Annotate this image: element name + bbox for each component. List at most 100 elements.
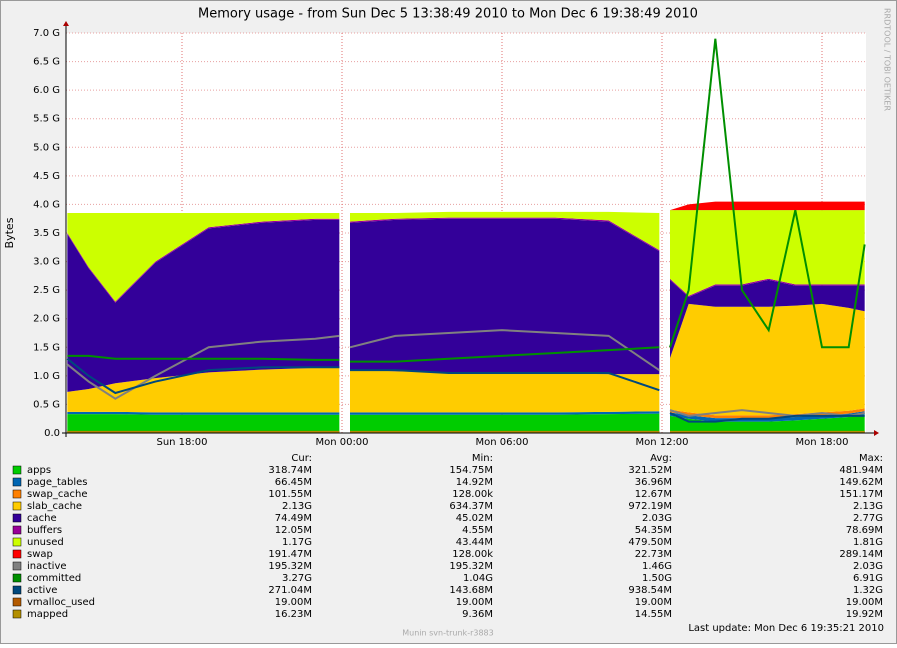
legend-value: 2.13G [853,501,883,512]
y-tick-label: 2.0 G [33,314,60,325]
legend-value: 154.75M [449,465,493,476]
legend-value: 481.94M [839,465,883,476]
y-tick-label: 3.5 G [33,228,60,239]
y-tick-label: 5.5 G [33,114,60,125]
legend-swatch [13,478,21,486]
legend-swatch [13,538,21,546]
legend-name: cache [27,513,57,524]
legend-value: 972.19M [628,501,672,512]
x-tick-label: Mon 00:00 [315,437,368,448]
legend-value: 1.32G [853,585,883,596]
y-tick-label: 5.0 G [33,142,60,153]
legend-column-header: Max: [859,453,883,464]
legend-value: 938.54M [628,585,672,596]
legend-value: 16.23M [275,609,312,620]
legend-name: mapped [27,609,68,620]
legend-swatch [13,466,21,474]
last-update: Last update: Mon Dec 6 19:35:21 2010 [688,623,884,634]
legend-value: 271.04M [268,585,312,596]
legend-value: 4.55M [462,525,493,536]
legend-value: 6.91G [853,573,883,584]
legend-name: committed [27,573,81,584]
areas [67,202,864,433]
legend-swatch [13,610,21,618]
legend-value: 2.13G [282,501,312,512]
x-tick-label: Mon 18:00 [795,437,848,448]
y-tick-label: 0.5 G [33,399,60,410]
legend-swatch [13,526,21,534]
y-tick-label: 3.0 G [33,257,60,268]
legend-swatch [13,502,21,510]
legend-column-header: Min: [472,453,493,464]
legend-value: 19.00M [635,597,672,608]
legend-value: 2.03G [642,513,672,524]
legend-value: 151.17M [839,489,883,500]
legend-value: 1.46G [642,561,672,572]
legend-name: swap [27,549,53,560]
y-tick-label: 4.5 G [33,171,60,182]
legend-value: 195.32M [268,561,312,572]
legend-swatch [13,562,21,570]
legend-value: 3.27G [282,573,312,584]
legend-value: 19.00M [275,597,312,608]
legend-value: 318.74M [268,465,312,476]
x-tick-label: Mon 12:00 [635,437,688,448]
legend-name: buffers [27,525,62,536]
legend-value: 634.37M [449,501,493,512]
legend-value: 321.52M [628,465,672,476]
legend-column-header: Avg: [650,453,672,464]
legend-value: 191.47M [268,549,312,560]
legend-name: unused [27,537,64,548]
legend-name: page_tables [27,477,88,488]
legend-value: 14.55M [635,609,672,620]
legend-value: 289.14M [839,549,883,560]
y-tick-label: 1.0 G [33,371,60,382]
legend-value: 66.45M [275,477,312,488]
legend-swatch [13,574,21,582]
legend-value: 12.05M [275,525,312,536]
legend-value: 54.35M [635,525,672,536]
y-axis-label: Bytes [3,217,16,248]
legend-value: 1.17G [282,537,312,548]
legend-value: 19.92M [846,609,883,620]
legend-value: 9.36M [462,609,493,620]
legend-value: 19.00M [456,597,493,608]
y-tick-label: 0.0 [44,428,60,439]
legend-value: 128.00k [452,549,493,560]
side-text: RRDTOOL / TOBI OETIKER [883,8,892,111]
legend-value: 43.44M [456,537,493,548]
y-tick-label: 1.5 G [33,342,60,353]
legend-value: 45.02M [456,513,493,524]
legend-value: 12.67M [635,489,672,500]
legend-value: 2.03G [853,561,883,572]
legend-swatch [13,490,21,498]
legend-column-header: Cur: [291,453,312,464]
y-tick-label: 2.5 G [33,285,60,296]
legend-name: active [27,585,57,596]
legend-name: vmalloc_used [27,597,95,608]
legend-value: 101.55M [268,489,312,500]
legend-value: 1.81G [853,537,883,548]
legend-swatch [13,586,21,594]
y-tick-label: 6.5 G [33,57,60,68]
y-tick-label: 6.0 G [33,85,60,96]
legend-value: 36.96M [635,477,672,488]
chart-title: Memory usage - from Sun Dec 5 13:38:49 2… [198,7,698,22]
legend-value: 128.00k [452,489,493,500]
legend-value: 149.62M [839,477,883,488]
legend-value: 74.49M [275,513,312,524]
legend-name: apps [27,465,51,476]
legend-name: swap_cache [27,489,87,500]
legend-value: 195.32M [449,561,493,572]
x-tick-label: Sun 18:00 [156,437,207,448]
legend-value: 14.92M [456,477,493,488]
footer: Munin svn-trunk-r3883 [402,629,493,638]
legend-name: inactive [27,561,67,572]
legend-value: 19.00M [846,597,883,608]
legend-value: 143.68M [449,585,493,596]
legend-value: 78.69M [846,525,883,536]
y-tick-label: 4.0 G [33,199,60,210]
y-tick-label: 7.0 G [33,28,60,39]
